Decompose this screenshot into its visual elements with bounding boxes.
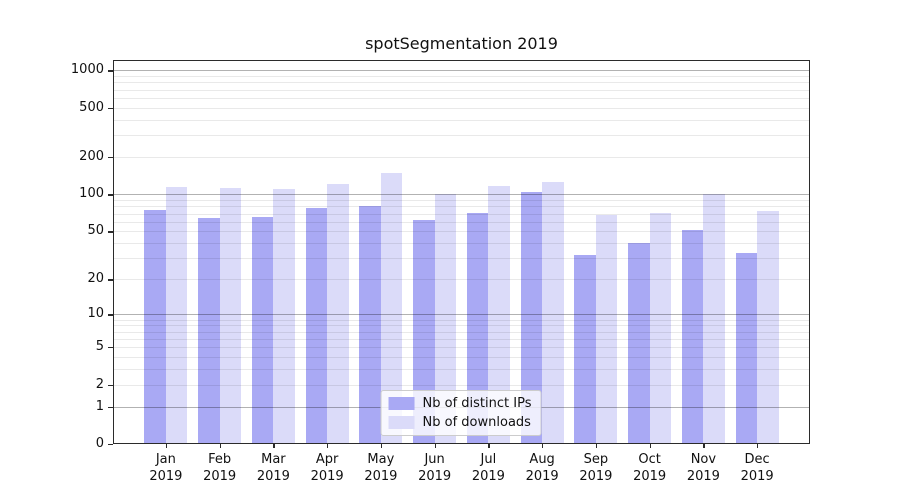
x-tick-mark	[542, 444, 544, 448]
y-tick-mark	[108, 231, 113, 233]
chart-title: spotSegmentation 2019	[365, 34, 558, 53]
bar-downloads-feb	[219, 188, 242, 444]
x-tick-label: Dec 2019	[740, 452, 774, 484]
x-tick-mark	[165, 444, 168, 448]
y-tick-mark	[108, 347, 113, 349]
bar-distinct-ips-feb	[198, 218, 220, 444]
y-tick-label: 0	[95, 436, 104, 451]
bar-distinct-ips-mar	[251, 216, 274, 444]
bar-downloads-jun	[434, 194, 457, 444]
bar-distinct-ips-apr	[305, 207, 328, 444]
y-tick-label: 2	[95, 376, 104, 392]
y-tick-label: 5	[95, 339, 104, 355]
y-tick-mark	[108, 444, 113, 446]
bar-downloads-dec	[757, 211, 779, 444]
y-tick-label: 200	[79, 149, 104, 165]
bar-distinct-ips-jul	[466, 212, 489, 444]
bar-downloads-apr	[327, 183, 349, 444]
y-tick-label: 500	[79, 99, 104, 115]
legend-swatch-downloads	[388, 416, 415, 429]
bar-distinct-ips-dec	[735, 253, 758, 444]
x-tick-mark	[380, 444, 383, 448]
x-tick-label: Apr 2019	[310, 452, 344, 484]
y-tick-mark	[108, 157, 113, 159]
bar-downloads-nov	[703, 194, 725, 444]
bar-distinct-ips-may	[359, 205, 381, 444]
legend: Nb of distinct IPs Nb of downloads	[380, 390, 542, 436]
x-tick-label: Sep 2019	[579, 452, 613, 484]
x-tick-label: Jun 2019	[418, 452, 452, 484]
bar-downloads-jan	[165, 186, 188, 444]
x-tick-label: Jan 2019	[149, 452, 183, 484]
y-tick-label: 50	[87, 223, 104, 239]
y-tick-mark	[108, 194, 113, 196]
y-tick-label: 20	[87, 271, 104, 287]
x-tick-label: Jul 2019	[471, 452, 505, 484]
x-tick-label: Oct 2019	[633, 452, 667, 484]
legend-item-downloads: Nb of downloads	[388, 415, 532, 430]
plot-bars-layer	[113, 60, 810, 444]
x-tick-mark	[703, 444, 705, 448]
y-tick-label: 100	[79, 186, 104, 202]
legend-swatch-distinct-ips	[388, 397, 415, 410]
x-tick-mark	[273, 444, 275, 448]
x-tick-label: Nov 2019	[686, 452, 720, 484]
y-tick-label: 1	[95, 398, 104, 414]
bar-downloads-oct	[649, 212, 672, 444]
x-tick-label: Mar 2019	[256, 452, 290, 484]
bar-downloads-jul	[488, 186, 510, 444]
bar-downloads-aug	[542, 181, 564, 444]
bar-distinct-ips-sep	[574, 254, 596, 444]
y-tick-mark	[108, 406, 113, 408]
y-tick-mark	[108, 384, 113, 386]
x-tick-mark	[757, 444, 759, 448]
bar-downloads-mar	[273, 189, 295, 444]
legend-label-distinct-ips: Nb of distinct IPs	[422, 396, 532, 411]
x-tick-mark	[434, 444, 436, 448]
y-tick-label: 1000	[70, 62, 104, 78]
x-tick-label: Aug 2019	[525, 452, 559, 484]
x-tick-mark	[649, 444, 651, 448]
bar-distinct-ips-nov	[681, 230, 704, 444]
legend-item-distinct-ips: Nb of distinct IPs	[388, 396, 532, 411]
y-tick-mark	[108, 314, 113, 316]
x-tick-mark	[327, 444, 329, 448]
x-tick-label: Feb 2019	[203, 452, 237, 484]
x-tick-mark	[219, 444, 221, 448]
y-tick-label: 10	[87, 306, 104, 322]
bar-downloads-may	[380, 172, 403, 444]
bar-distinct-ips-jan	[144, 209, 166, 444]
bar-distinct-ips-jun	[413, 219, 435, 444]
bar-distinct-ips-aug	[520, 191, 543, 444]
legend-label-downloads: Nb of downloads	[422, 415, 531, 430]
x-tick-mark	[595, 444, 598, 448]
y-tick-mark	[108, 70, 113, 72]
x-tick-label: May 2019	[364, 452, 398, 484]
y-tick-mark	[108, 279, 113, 281]
x-tick-mark	[488, 444, 490, 448]
bar-downloads-sep	[595, 215, 618, 444]
bar-distinct-ips-oct	[628, 243, 650, 444]
y-tick-mark	[108, 107, 113, 110]
